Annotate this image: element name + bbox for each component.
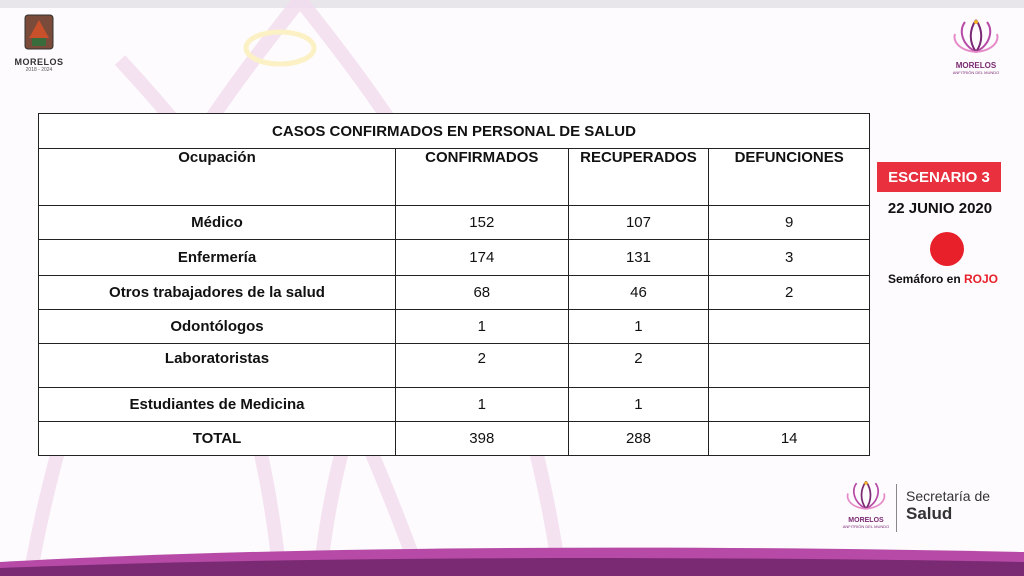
- state-shield-icon: [24, 14, 54, 50]
- left-logo-years: 2018 - 2024: [25, 67, 53, 73]
- table-row: Laboratoristas 2 2: [37, 343, 870, 388]
- cases-table: CASOS CONFIRMADOS EN PERSONAL DE SALUD O…: [37, 113, 870, 456]
- footer-logo-tagline: ANFITRIÓN DEL MUNDO: [842, 524, 890, 529]
- row-occupation: Laboratoristas: [37, 343, 397, 388]
- row-occupation: Odontólogos: [37, 309, 397, 344]
- semaforo-color-word: ROJO: [964, 272, 999, 286]
- row-confirmed: 398: [395, 421, 569, 456]
- row-deaths: [708, 343, 870, 388]
- morelos-state-logo: MORELOS 2018 - 2024: [14, 14, 64, 73]
- right-logo-tagline: ANFITRIÓN DEL MUNDO: [952, 70, 1000, 75]
- row-deaths: 9: [708, 205, 870, 240]
- left-logo-name: MORELOS: [14, 57, 64, 67]
- table-row-total: TOTAL 398 288 14: [37, 421, 870, 456]
- row-recovered: 131: [567, 239, 710, 276]
- row-recovered: 288: [567, 421, 710, 456]
- table-row: Otros trabajadores de la salud 68 46 2: [37, 275, 870, 310]
- row-recovered: 1: [567, 387, 710, 422]
- semaforo-status: Semáforo en ROJO: [868, 272, 1018, 286]
- morelos-anfitrion-logo: MORELOS ANFITRIÓN DEL MUNDO: [944, 16, 1008, 75]
- red-traffic-light-icon: [930, 232, 964, 266]
- row-deaths: 3: [708, 239, 870, 276]
- row-confirmed: 1: [395, 309, 569, 344]
- row-occupation: Enfermería: [37, 239, 397, 276]
- row-deaths: [708, 309, 870, 344]
- row-recovered: 107: [567, 205, 710, 240]
- lotus-flower-icon: [953, 19, 999, 53]
- row-confirmed: 1: [395, 387, 569, 422]
- row-deaths: 2: [708, 275, 870, 310]
- report-date: 22 JUNIO 2020: [887, 200, 993, 217]
- row-deaths: [708, 387, 870, 422]
- table-title: CASOS CONFIRMADOS EN PERSONAL DE SALUD: [38, 113, 870, 149]
- lotus-flower-icon: [846, 480, 886, 510]
- table-row: Médico 152 107 9: [37, 205, 870, 240]
- semaforo-prefix: Semáforo en: [887, 272, 961, 286]
- row-recovered: 2: [567, 343, 710, 388]
- department-line1: Secretaría de: [906, 488, 991, 504]
- scenario-badge: ESCENARIO 3: [877, 162, 1001, 192]
- row-deaths: 14: [708, 421, 870, 456]
- row-confirmed: 174: [395, 239, 569, 276]
- row-confirmed: 2: [395, 343, 569, 388]
- footer-logo-name: MORELOS: [848, 517, 884, 524]
- row-occupation: Médico: [37, 205, 397, 240]
- row-recovered: 1: [567, 309, 710, 344]
- table-row: Estudiantes de Medicina 1 1: [37, 387, 870, 422]
- department-line2: Salud: [906, 504, 953, 523]
- row-occupation: Otros trabajadores de la salud: [37, 275, 397, 310]
- row-recovered: 46: [567, 275, 710, 310]
- footer-divider: [896, 484, 897, 532]
- row-occupation: Estudiantes de Medicina: [37, 387, 397, 422]
- department-label: Secretaría de Salud: [906, 488, 990, 524]
- column-header-deaths: DEFUNCIONES: [708, 148, 870, 206]
- column-header-occupation: Ocupación: [37, 148, 397, 206]
- table-row: Odontólogos 1 1: [37, 309, 870, 344]
- footer-morelos-logo: MORELOS ANFITRIÓN DEL MUNDO: [838, 478, 894, 529]
- column-header-recovered: RECUPERADOS: [567, 148, 710, 206]
- right-logo-name: MORELOS: [955, 61, 997, 70]
- top-bar: [0, 0, 1024, 8]
- row-confirmed: 152: [395, 205, 569, 240]
- column-header-confirmed: CONFIRMADOS: [395, 148, 569, 206]
- row-confirmed: 68: [395, 275, 569, 310]
- table-row: Enfermería 174 131 3: [37, 239, 870, 276]
- row-occupation: TOTAL: [37, 421, 397, 456]
